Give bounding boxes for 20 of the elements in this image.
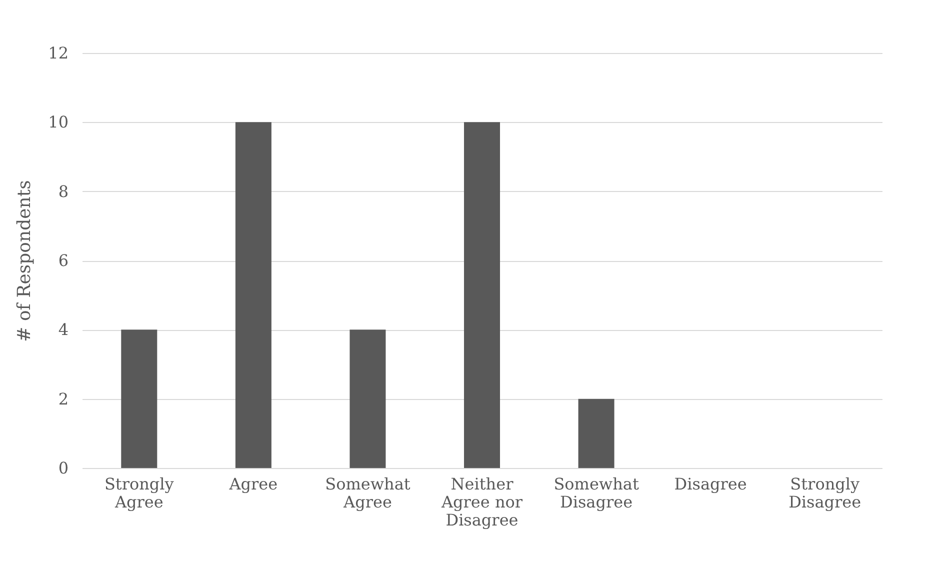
x-tick-label: Strongly Disagree [788, 474, 862, 512]
y-tick-label: 0 [58, 458, 68, 478]
x-tick-label: Agree [228, 474, 278, 494]
y-tick-label: 8 [58, 182, 68, 201]
x-tick-label: Neither Agree nor Disagree [440, 474, 523, 530]
x-tick-label: Disagree [674, 474, 747, 494]
x-tick-label: Somewhat Disagree [554, 474, 640, 512]
bar [235, 122, 272, 468]
y-tick-label: 6 [58, 251, 68, 270]
y-tick-label: 4 [58, 320, 68, 340]
x-tick-label: Strongly Agree [104, 474, 174, 512]
bar [464, 122, 500, 468]
y-tick-label: 10 [48, 112, 68, 132]
bar [578, 398, 614, 468]
bar [350, 330, 386, 468]
bar [121, 330, 158, 468]
y-tick-label: 2 [58, 389, 68, 408]
y-axis-title: # of Respondents [14, 180, 36, 342]
x-tick-label: Somewhat Agree [325, 474, 411, 512]
y-tick-label: 12 [48, 44, 68, 62]
